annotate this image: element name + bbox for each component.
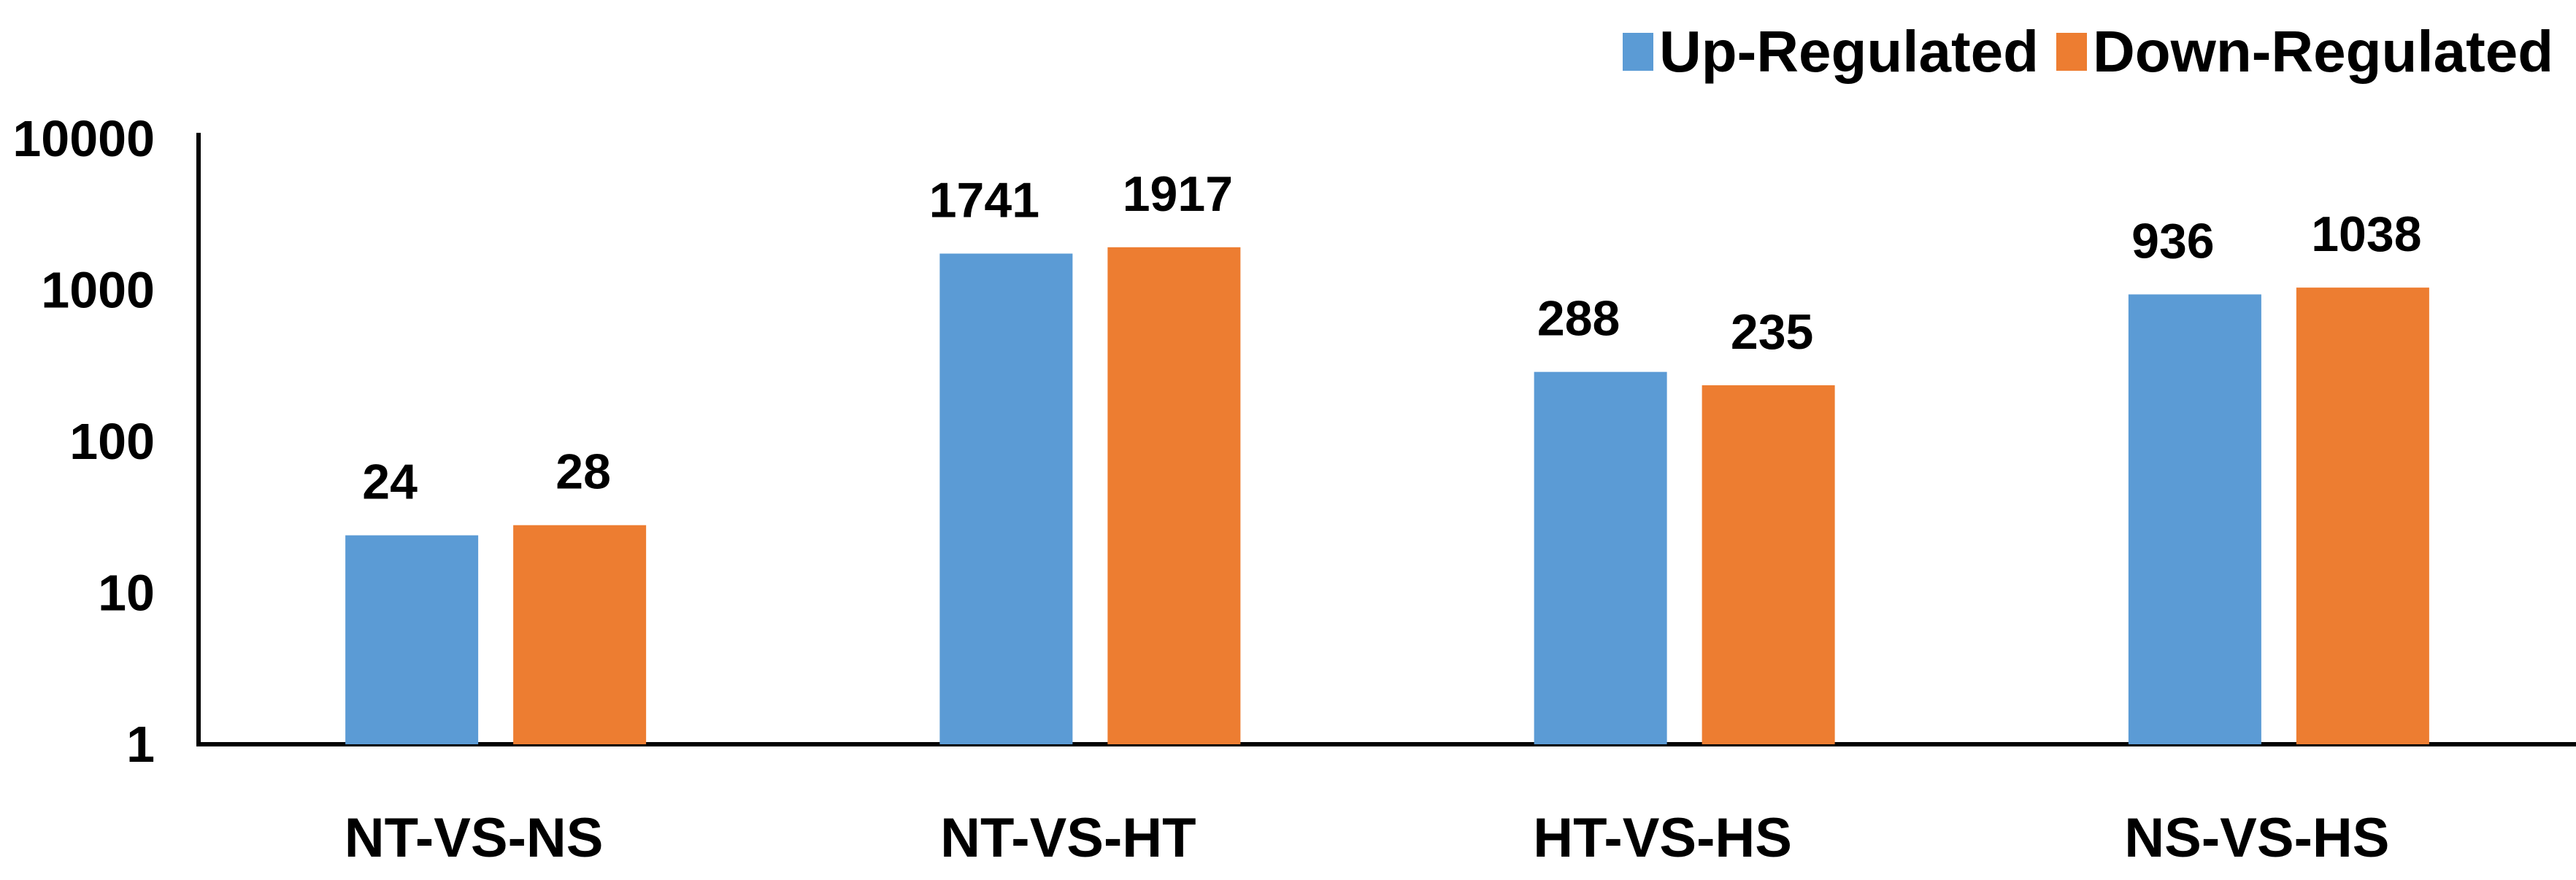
- bar: [2128, 294, 2261, 744]
- y-tick-label: 1000: [41, 262, 155, 319]
- y-tick-label: 1: [126, 716, 155, 773]
- data-label: 1917: [1123, 166, 1233, 222]
- legend-swatch: [1623, 33, 1653, 71]
- x-category-label: HT-VS-HS: [1533, 807, 1792, 869]
- bar: [939, 253, 1073, 744]
- x-category-label: NS-VS-HS: [2124, 807, 2389, 869]
- bar: [1702, 385, 1835, 744]
- data-labels: 24 28 1741 1917 288 235 936 1038: [362, 166, 2421, 510]
- x-category-label: NT-VS-HT: [940, 807, 1196, 869]
- bar: [1107, 247, 1241, 744]
- legend-swatch: [2056, 33, 2087, 71]
- x-axis-categories: NT-VS-NS NT-VS-HT HT-VS-HS NS-VS-HS: [345, 807, 2390, 869]
- data-label: 24: [362, 455, 418, 510]
- bar: [2296, 287, 2429, 744]
- y-axis-ticks: 1 10 100 1000 10000: [12, 110, 155, 773]
- legend-label: Down-Regulated: [2093, 19, 2553, 84]
- data-label: 1741: [929, 173, 1039, 228]
- y-tick-label: 10000: [12, 110, 155, 167]
- bar: [345, 535, 479, 744]
- data-label: 1038: [2311, 207, 2421, 262]
- data-label: 288: [1537, 291, 1620, 347]
- bars: [345, 247, 2429, 744]
- data-label: 235: [1731, 304, 1813, 360]
- data-label: 936: [2131, 213, 2214, 269]
- x-category-label: NT-VS-NS: [345, 807, 604, 869]
- y-tick-label: 100: [69, 413, 155, 470]
- data-label: 28: [555, 444, 611, 500]
- legend: Up-Regulated Down-Regulated: [1623, 19, 2553, 84]
- bar: [513, 525, 647, 744]
- bar: [1534, 371, 1667, 744]
- legend-label: Up-Regulated: [1659, 19, 2039, 84]
- y-tick-label: 10: [98, 565, 155, 622]
